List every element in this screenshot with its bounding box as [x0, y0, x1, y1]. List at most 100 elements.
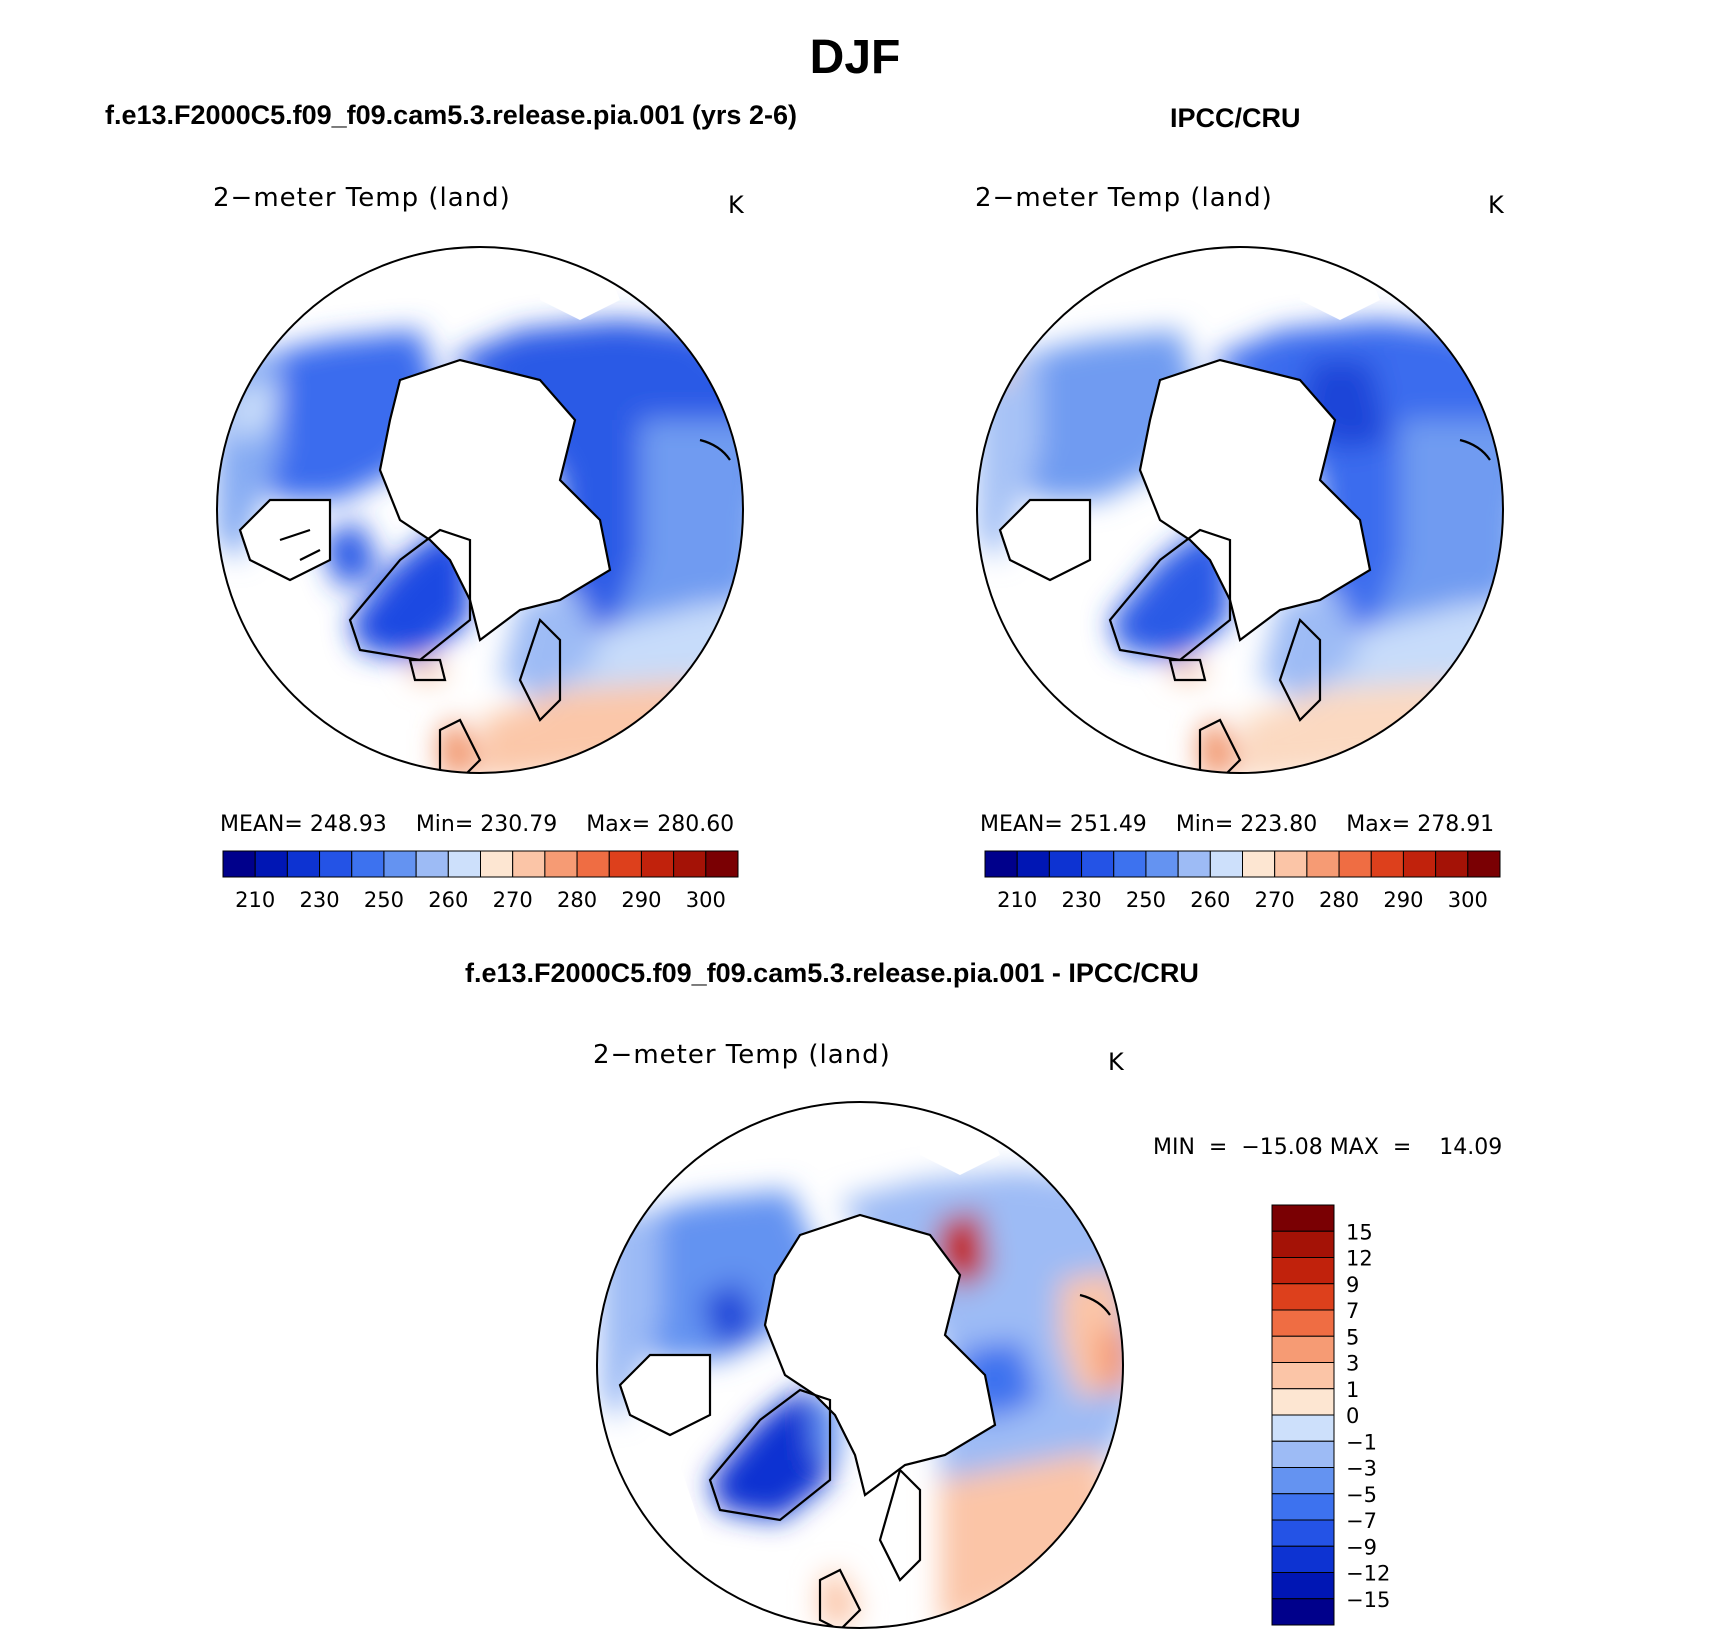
colorbar-tick-label: 260: [1190, 888, 1230, 912]
colorbar-bin: [640, 850, 675, 878]
colorbar-bin: [1271, 1309, 1335, 1337]
colorbar-bin: [1338, 850, 1372, 878]
panel2-stats: MEAN= 251.49 Min= 223.80 Max= 278.91: [980, 812, 1494, 837]
colorbar-bin: [1048, 850, 1083, 878]
colorbar-tick-label: 300: [686, 888, 726, 912]
colorbar-tick-label: 210: [997, 888, 1037, 912]
colorbar-tick-label: −7: [1346, 1509, 1377, 1533]
panel2-case-title: IPCC/CRU: [1170, 103, 1301, 133]
panel3-units: K: [1108, 1048, 1124, 1076]
figure-title: DJF: [809, 31, 901, 84]
panel3-min-value: −15.08: [1241, 1135, 1323, 1160]
panel1-max-value: 280.60: [657, 812, 735, 837]
panel1-case-title: f.e13.F2000C5.f09_f09.cam5.3.release.pia…: [105, 100, 797, 130]
colorbar-bin: [1209, 850, 1243, 878]
colorbar-tick-label: 9: [1346, 1273, 1359, 1297]
colorbar-bin: [1242, 850, 1276, 878]
colorbar-bin: [1274, 850, 1308, 878]
panel1-stats: MEAN= 248.93 Min= 230.79 Max= 280.60: [220, 812, 734, 837]
colorbar-bin: [1016, 850, 1050, 878]
colorbar-tick-label: 280: [1319, 888, 1359, 912]
colorbar-tick-label: 230: [1062, 888, 1102, 912]
panel2-units: K: [1488, 191, 1504, 219]
colorbar-bin: [1271, 1204, 1335, 1232]
colorbar-bin: [1271, 1572, 1335, 1600]
colorbar-tick-label: 7: [1346, 1299, 1359, 1323]
colorbar-bin: [1177, 850, 1211, 878]
colorbar-bin: [1271, 1519, 1335, 1547]
colorbar-tick-label: −12: [1346, 1562, 1390, 1586]
colorbar-bin: [1271, 1335, 1335, 1363]
panel3-max-value: 14.09: [1439, 1135, 1503, 1160]
panel1-mean-label: MEAN=: [220, 812, 303, 837]
colorbar-bin: [351, 850, 385, 878]
panel2-variable-title: 2−meter Temp (land): [975, 183, 1273, 213]
colorbar-bin: [1402, 850, 1437, 878]
colorbar-tick-label: 270: [1255, 888, 1295, 912]
colorbar-tick-label: 290: [1383, 888, 1423, 912]
colorbar-tick-label: −15: [1346, 1588, 1390, 1612]
colorbar-tick-label: 280: [557, 888, 597, 912]
colorbar-bin: [1271, 1467, 1335, 1495]
colorbar-bin: [705, 850, 739, 878]
panel2-min-value: 223.80: [1240, 812, 1318, 837]
colorbar-bin: [1271, 1493, 1335, 1521]
colorbar-bin: [1271, 1230, 1335, 1258]
colorbar-bin: [1467, 850, 1501, 878]
colorbar-tick-label: 300: [1448, 888, 1488, 912]
panel3-stats: MIN = −15.08 MAX = 14.09: [1153, 1135, 1503, 1160]
colorbar-bin: [1271, 1362, 1335, 1390]
colorbar-tick-label: −1: [1346, 1430, 1377, 1454]
colorbar-bin: [222, 850, 256, 878]
colorbar-tick-label: 15: [1346, 1220, 1373, 1244]
colorbar-bin: [512, 850, 546, 878]
colorbar-bin: [1271, 1440, 1335, 1468]
colorbar-tick-label: −9: [1346, 1535, 1377, 1559]
colorbar-bin: [1271, 1257, 1335, 1285]
panel3-case-title: f.e13.F2000C5.f09_f09.cam5.3.release.pia…: [465, 958, 1199, 988]
colorbar-tick-label: 270: [493, 888, 533, 912]
colorbar-bin: [447, 850, 481, 878]
panel1-colorbar: 210 230 250 260 270 280 290 300: [222, 850, 739, 912]
colorbar-bin: [608, 850, 642, 878]
panel1-variable-title: 2−meter Temp (land): [213, 183, 511, 213]
colorbar-tick-label: −3: [1346, 1457, 1377, 1481]
colorbar-tick-label: 250: [1126, 888, 1166, 912]
colorbar-bin: [984, 850, 1018, 878]
colorbar-tick-label: 0: [1346, 1404, 1359, 1428]
colorbar-tick-label: 12: [1346, 1247, 1373, 1271]
panel1-min-label: Min=: [415, 812, 474, 837]
colorbar-tick-label: 260: [428, 888, 468, 912]
panel1-units: K: [728, 191, 744, 219]
colorbar-bin: [1271, 1598, 1335, 1626]
colorbar-bin: [254, 850, 288, 878]
colorbar-bin: [1370, 850, 1404, 878]
panel2-mean-value: 251.49: [1069, 812, 1147, 837]
panel1-map-border: [216, 246, 744, 774]
panel2-max-value: 278.91: [1417, 812, 1495, 837]
panel1-min-value: 230.79: [480, 812, 558, 837]
panel3-variable-title: 2−meter Temp (land): [593, 1040, 891, 1070]
colorbar-tick-label: 5: [1346, 1325, 1359, 1349]
colorbar-bin: [544, 850, 578, 878]
colorbar-bin: [1145, 850, 1179, 878]
panel3-min-label: MIN: [1153, 1135, 1195, 1160]
colorbar-tick-label: 3: [1346, 1352, 1359, 1376]
panel3-max-label: MAX: [1329, 1135, 1379, 1160]
colorbar-tick-label: 210: [235, 888, 275, 912]
panel1-max-label: Max=: [586, 812, 651, 837]
colorbar-bin: [1113, 850, 1147, 878]
panel2-mean-label: MEAN=: [980, 812, 1063, 837]
colorbar-bin: [415, 850, 449, 878]
colorbar-bin: [480, 850, 514, 878]
colorbar-tick-label: 250: [364, 888, 404, 912]
panel2-map-border: [976, 246, 1504, 774]
colorbar-bin: [286, 850, 321, 878]
colorbar-bin: [1271, 1283, 1335, 1311]
colorbar-bin: [673, 850, 707, 878]
panel3-map-border: [596, 1101, 1124, 1629]
colorbar-tick-label: −5: [1346, 1483, 1377, 1507]
colorbar-bin: [576, 850, 610, 878]
colorbar-tick-label: 1: [1346, 1378, 1359, 1402]
